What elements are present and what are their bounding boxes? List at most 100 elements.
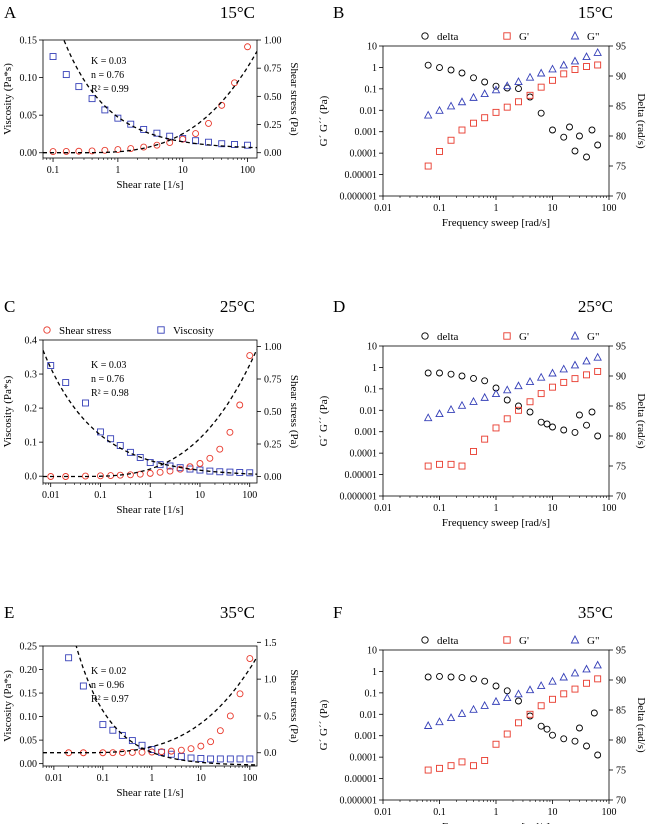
x-tick-label: 10 [548, 503, 558, 514]
legend-label: Viscosity [173, 325, 214, 337]
plot-frame [382, 649, 610, 801]
y2-axis-label: Shear stress (Pa) [288, 375, 300, 449]
g-point [436, 764, 443, 772]
y-tick-label: 0.10 [20, 73, 38, 84]
fit-annotation: K = 0.02 [91, 666, 126, 677]
shearstress-point [246, 352, 254, 360]
g-point [593, 48, 602, 56]
y2-tick-label: 0.5 [264, 711, 277, 722]
panel-letter: F [333, 603, 342, 622]
g-point [469, 704, 478, 713]
viscosity-point [62, 71, 70, 79]
g-point [548, 64, 557, 73]
x-axis-label: Shear rate [1/s] [116, 504, 183, 516]
delta-point [537, 109, 545, 117]
delta-point [537, 722, 545, 730]
g-point [481, 757, 489, 764]
y2-axis-label: Delta (rad/s) [635, 697, 647, 753]
y-tick-label: 0.0001 [350, 449, 378, 460]
panel-a: A 15°C 0.1 1 10 100 0.00 0.05 0.10 0.15 0.00 0.25 0.… [2, 3, 300, 191]
y2-axis-label: Shear stress (Pa) [288, 669, 300, 743]
g-point [491, 389, 501, 398]
g-point [424, 162, 432, 170]
delta-point [560, 133, 568, 141]
panel-letter: E [4, 603, 14, 622]
y-tick-label: 1 [372, 63, 377, 74]
y2-tick-label: 0.75 [264, 64, 282, 75]
panel-letter: D [333, 297, 345, 316]
fit-line-fitviscosity [43, 350, 257, 475]
y-tick-label: 0.25 [20, 642, 38, 653]
shearstress-point [128, 749, 136, 756]
y2-tick-label: 70 [616, 192, 626, 203]
shearstress-point [226, 428, 234, 436]
x-axis-label: Shear rate [1/s] [116, 179, 183, 191]
y-tick-label: 0.15 [20, 36, 38, 47]
delta-point [481, 78, 489, 86]
x-tick-label: 100 [242, 490, 257, 501]
viscosity-point [99, 721, 107, 729]
deltab-point [588, 408, 596, 416]
panel-b: B 15°C 0.01 0.1 1 10 100 0.000001 0.00001 0.0001 0… [318, 3, 647, 229]
g-point [571, 685, 579, 693]
fit-line-fitstress [43, 656, 257, 754]
g-point [480, 89, 489, 98]
y-tick-label: 0.00 [20, 148, 38, 159]
legend-marker [503, 332, 511, 340]
y-tick-label: 0.00 [20, 759, 38, 770]
g-point [582, 52, 591, 61]
shearstress-point [156, 468, 164, 476]
y-tick-label: 0.20 [20, 665, 38, 676]
legend-marker [503, 636, 511, 644]
delta-point [594, 432, 602, 440]
g-point [470, 762, 477, 770]
fit-annotation: n = 0.76 [91, 374, 124, 385]
y-axis-label: Viscosity (Pa*s) [2, 670, 14, 742]
fit-annotation: R² = 0.99 [91, 84, 129, 95]
g-point [435, 717, 444, 726]
legend-marker [570, 31, 580, 40]
y2-tick-label: 80 [616, 736, 626, 747]
y-tick-label: 0.01 [360, 406, 378, 417]
g-point [515, 719, 522, 727]
legend-marker [570, 635, 580, 644]
g-point [457, 708, 467, 717]
viscosity-point [136, 454, 144, 461]
shearstress-point [177, 746, 185, 754]
legend-label: G" [587, 31, 599, 43]
y-tick-label: 0.10 [20, 712, 38, 723]
y2-tick-label: 1.00 [264, 36, 282, 47]
x-tick-label: 0.01 [374, 503, 392, 514]
panel-e: E 35°C 0.01 0.1 1 10 100 0.00 0.05 0.10 0.15 0.20 0.… [2, 603, 300, 799]
x-tick-label: 10 [178, 165, 188, 176]
delta-point [447, 673, 455, 681]
delta-point [537, 418, 545, 426]
x-axis-label: Frequency sweep [rad/s] [442, 217, 550, 229]
g-point [423, 721, 433, 729]
y-tick-label: 0.01 [360, 106, 378, 117]
x-tick-label: 1 [149, 773, 154, 784]
g-point [570, 56, 580, 65]
shearstress-point [226, 712, 234, 720]
viscosity-point [236, 755, 244, 763]
g-point [583, 63, 590, 70]
y-tick-label: 0.2 [25, 404, 38, 415]
temperature-label: 35°C [578, 603, 613, 622]
g-point [446, 713, 456, 722]
y2-axis-label: Delta (rad/s) [635, 393, 647, 449]
delta-point [571, 428, 579, 436]
g-point [446, 101, 456, 110]
y2-tick-label: 75 [616, 162, 626, 173]
shearstress-point [97, 472, 104, 480]
fit-annotation: n = 0.76 [91, 70, 124, 81]
viscosity-point [216, 755, 224, 763]
delta-point [583, 742, 590, 750]
y2-tick-label: 75 [616, 462, 626, 473]
viscosity-point [167, 750, 175, 758]
fit-annotation: n = 0.96 [91, 680, 124, 691]
y2-tick-label: 70 [616, 796, 626, 807]
g-point [436, 147, 443, 155]
shearstress-point [176, 465, 184, 473]
viscosity-point [226, 468, 234, 476]
delta-point [549, 126, 556, 134]
